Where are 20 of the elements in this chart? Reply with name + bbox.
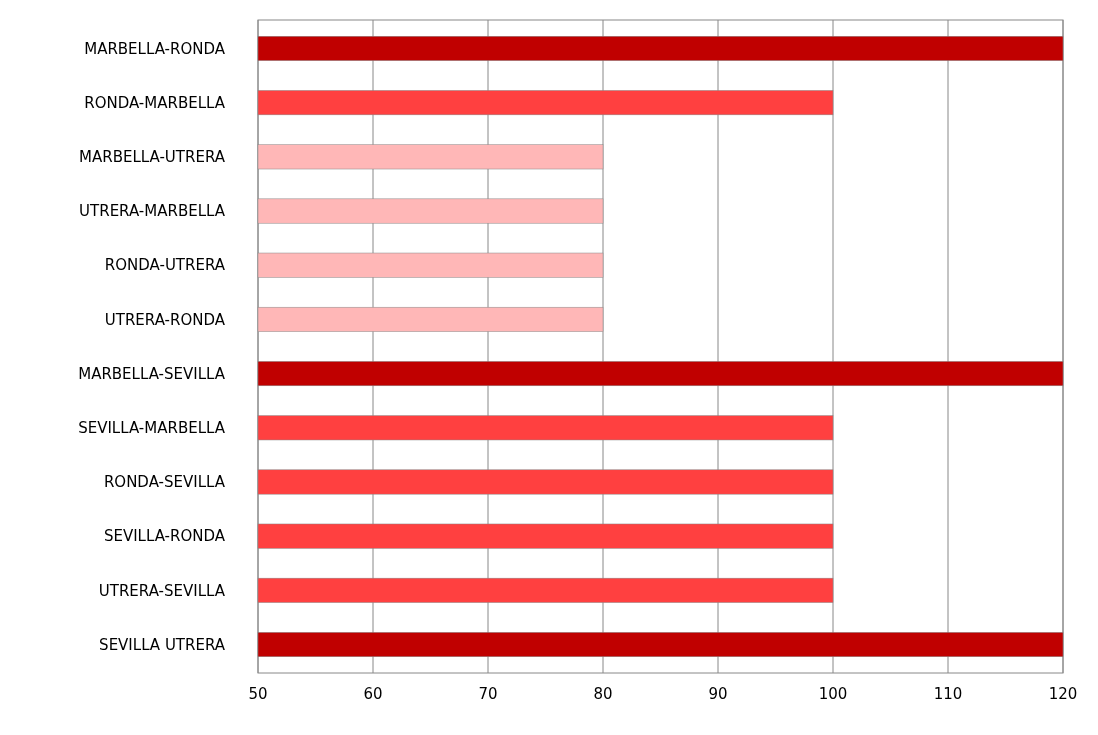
x-tick-label: 50 [248, 685, 268, 703]
y-tick-label: UTRERA-MARBELLA [79, 202, 226, 221]
x-tick-label: 80 [593, 685, 613, 703]
y-tick-label: RONDA-UTRERA [104, 256, 226, 275]
y-tick-label: SEVILLA-RONDA [103, 527, 226, 546]
y-tick-label: SEVILLA-MARBELLA [78, 419, 226, 438]
y-tick-label: SEVILLA UTRERA [99, 635, 226, 654]
y-tick-label: UTRERA-RONDA [104, 310, 226, 329]
x-tick-label: 90 [708, 685, 728, 703]
y-tick-label: RONDA-SEVILLA [103, 473, 226, 492]
x-tick-label: 60 [363, 685, 383, 703]
y-tick-label: MARBELLA-RONDA [84, 39, 226, 58]
x-tick-label: 100 [818, 685, 848, 703]
x-tick-label: 120 [1048, 685, 1078, 703]
y-tick-label: MARBELLA-SEVILLA [78, 364, 226, 383]
y-tick-label: UTRERA-SEVILLA [98, 581, 226, 600]
y-tick-label: MARBELLA-UTRERA [79, 148, 226, 167]
y-tick-label: RONDA-MARBELLA [84, 93, 226, 112]
x-tick-label: 110 [933, 685, 963, 703]
x-tick-label: 70 [478, 685, 498, 703]
